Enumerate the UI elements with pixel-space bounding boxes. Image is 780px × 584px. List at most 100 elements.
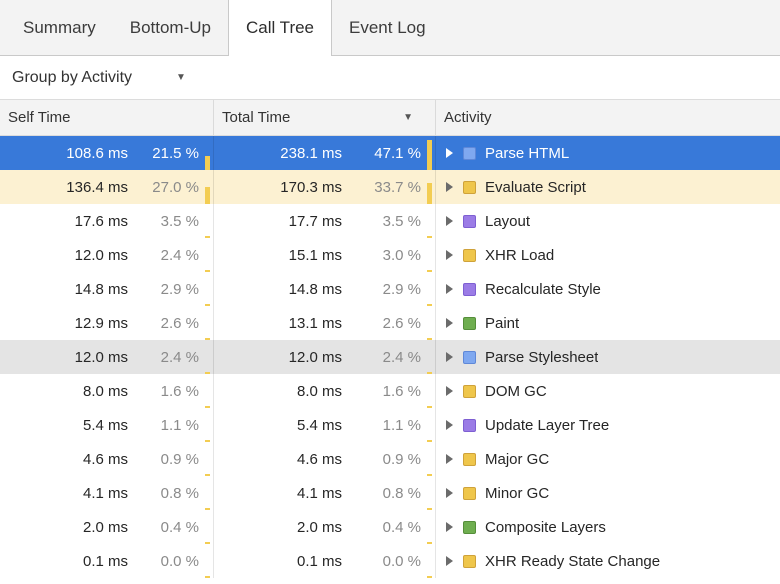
total-time-value: 8.0 ms: [296, 382, 342, 400]
self-time-value: 4.6 ms: [82, 450, 128, 468]
activity-label: Composite Layers: [485, 518, 606, 536]
activity-label: DOM GC: [485, 382, 547, 400]
expand-arrow-icon[interactable]: [446, 386, 453, 396]
column-header-total-time[interactable]: Total Time ▼: [214, 100, 436, 135]
activity-category-icon: [463, 418, 476, 432]
expand-arrow-icon[interactable]: [446, 216, 453, 226]
activity-cell: DOM GC: [436, 374, 780, 408]
expand-arrow-icon[interactable]: [446, 182, 453, 192]
total-time-cell: 8.0 ms 1.6 %: [214, 374, 436, 408]
expand-arrow-icon[interactable]: [446, 318, 453, 328]
table-row[interactable]: 108.6 ms 21.5 % 238.1 ms 47.1 % Parse HT…: [0, 136, 780, 170]
activity-cell: Layout: [436, 204, 780, 238]
expand-arrow-icon[interactable]: [446, 250, 453, 260]
self-time-percent: 2.4 %: [128, 340, 213, 374]
table-row[interactable]: 0.1 ms 0.0 % 0.1 ms 0.0 % XHR Ready Stat…: [0, 544, 780, 578]
activity-cell: Paint: [436, 306, 780, 340]
self-percent-bar: [205, 508, 210, 510]
table-row[interactable]: 4.6 ms 0.9 % 4.6 ms 0.9 % Major GC: [0, 442, 780, 476]
group-by-label: Group by Activity: [12, 68, 133, 86]
table-row[interactable]: 12.0 ms 2.4 % 12.0 ms 2.4 % Parse Styles…: [0, 340, 780, 374]
self-time-cell: 14.8 ms 2.9 %: [0, 272, 214, 306]
total-time-value: 13.1 ms: [288, 314, 342, 332]
total-percent-bar: [427, 304, 432, 306]
tab-bar: Summary Bottom-Up Call Tree Event Log: [0, 0, 780, 56]
total-time-value: 4.6 ms: [296, 450, 342, 468]
group-by-select[interactable]: Group by Activity ▼: [12, 69, 186, 87]
activity-label: Evaluate Script: [485, 178, 586, 196]
activity-label: Paint: [485, 314, 520, 332]
self-time-cell: 8.0 ms 1.6 %: [0, 374, 214, 408]
expand-arrow-icon[interactable]: [446, 488, 453, 498]
self-percent-bar: [205, 236, 210, 238]
activity-cell: Update Layer Tree: [436, 408, 780, 442]
tab-call-tree[interactable]: Call Tree: [227, 0, 333, 56]
column-label: Activity: [444, 109, 492, 126]
self-time-percent: 1.6 %: [128, 374, 213, 408]
activity-category-icon: [463, 350, 476, 364]
activity-cell: Composite Layers: [436, 510, 780, 544]
call-tree-table: Self Time Total Time ▼ Activity 108.6 ms…: [0, 100, 780, 578]
table-row[interactable]: 12.9 ms 2.6 % 13.1 ms 2.6 % Paint: [0, 306, 780, 340]
tab-summary[interactable]: Summary: [6, 0, 113, 55]
table-row[interactable]: 5.4 ms 1.1 % 5.4 ms 1.1 % Update Layer T…: [0, 408, 780, 442]
self-percent-bar: [205, 406, 210, 408]
total-time-cell: 17.7 ms 3.5 %: [214, 204, 436, 238]
self-time-value: 12.9 ms: [74, 314, 128, 332]
table-row[interactable]: 8.0 ms 1.6 % 8.0 ms 1.6 % DOM GC: [0, 374, 780, 408]
self-time-value: 108.6 ms: [66, 144, 128, 162]
self-percent-bar: [205, 156, 210, 170]
expand-arrow-icon[interactable]: [446, 420, 453, 430]
self-percent-bar: [205, 304, 210, 306]
table-row[interactable]: 136.4 ms 27.0 % 170.3 ms 33.7 % Evaluate…: [0, 170, 780, 204]
activity-category-icon: [463, 452, 476, 466]
total-time-cell: 0.1 ms 0.0 %: [214, 544, 436, 578]
total-time-value: 15.1 ms: [288, 246, 342, 264]
expand-arrow-icon[interactable]: [446, 352, 453, 362]
expand-arrow-icon[interactable]: [446, 522, 453, 532]
tab-label: Bottom-Up: [129, 17, 211, 37]
activity-label: Update Layer Tree: [485, 416, 610, 434]
total-time-percent: 1.6 %: [342, 374, 435, 408]
table-row[interactable]: 4.1 ms 0.8 % 4.1 ms 0.8 % Minor GC: [0, 476, 780, 510]
self-time-percent: 0.0 %: [128, 544, 213, 578]
expand-arrow-icon[interactable]: [446, 556, 453, 566]
self-time-value: 4.1 ms: [82, 484, 128, 502]
table-row[interactable]: 12.0 ms 2.4 % 15.1 ms 3.0 % XHR Load: [0, 238, 780, 272]
self-time-value: 12.0 ms: [74, 348, 128, 366]
total-time-value: 2.0 ms: [296, 518, 342, 536]
total-time-cell: 12.0 ms 2.4 %: [214, 340, 436, 374]
table-row[interactable]: 14.8 ms 2.9 % 14.8 ms 2.9 % Recalculate …: [0, 272, 780, 306]
total-time-percent: 0.8 %: [342, 476, 435, 510]
total-percent-bar: [427, 372, 432, 374]
total-time-percent: 1.1 %: [342, 408, 435, 442]
self-time-cell: 108.6 ms 21.5 %: [0, 136, 214, 170]
activity-category-icon: [463, 554, 476, 568]
expand-arrow-icon[interactable]: [446, 148, 453, 158]
total-time-value: 12.0 ms: [288, 348, 342, 366]
expand-arrow-icon[interactable]: [446, 454, 453, 464]
total-time-value: 14.8 ms: [288, 280, 342, 298]
column-header-self-time[interactable]: Self Time: [0, 100, 214, 135]
self-time-percent: 3.5 %: [128, 204, 213, 238]
table-row[interactable]: 2.0 ms 0.4 % 2.0 ms 0.4 % Composite Laye…: [0, 510, 780, 544]
total-percent-bar: [427, 542, 432, 544]
activity-cell: Major GC: [436, 442, 780, 476]
activity-category-icon: [463, 146, 476, 160]
expand-arrow-icon[interactable]: [446, 284, 453, 294]
total-time-cell: 15.1 ms 3.0 %: [214, 238, 436, 272]
tab-bottom-up[interactable]: Bottom-Up: [113, 0, 228, 55]
table-row[interactable]: 17.6 ms 3.5 % 17.7 ms 3.5 % Layout: [0, 204, 780, 238]
total-time-percent: 2.9 %: [342, 272, 435, 306]
self-time-value: 17.6 ms: [74, 212, 128, 230]
column-header-activity[interactable]: Activity: [436, 100, 780, 135]
total-time-value: 238.1 ms: [280, 144, 342, 162]
self-time-cell: 4.1 ms 0.8 %: [0, 476, 214, 510]
total-percent-bar: [427, 508, 432, 510]
total-time-value: 5.4 ms: [296, 416, 342, 434]
self-time-cell: 17.6 ms 3.5 %: [0, 204, 214, 238]
tab-event-log[interactable]: Event Log: [332, 0, 443, 55]
self-time-cell: 12.0 ms 2.4 %: [0, 238, 214, 272]
activity-category-icon: [463, 214, 476, 228]
self-time-percent: 0.9 %: [128, 442, 213, 476]
